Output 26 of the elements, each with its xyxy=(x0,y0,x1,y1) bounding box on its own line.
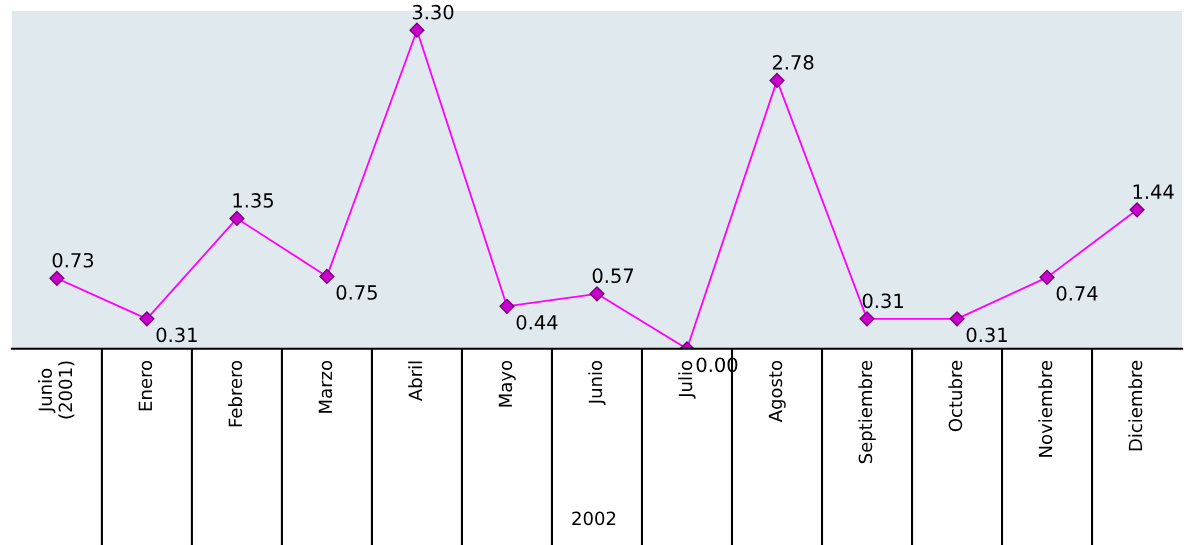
data-label: 0.57 xyxy=(592,268,634,284)
data-label: 2.78 xyxy=(772,54,814,70)
text: 2002 xyxy=(572,511,616,526)
x-tick-label: Febrero xyxy=(228,360,243,427)
data-label: 0.75 xyxy=(336,285,377,300)
x-tick-label: Julio xyxy=(678,360,696,399)
x-tick-label: Diciembre xyxy=(1128,360,1143,451)
data-label: 1.44 xyxy=(1133,184,1174,199)
data-label: 0.31 xyxy=(862,293,903,309)
data-label: 3.30 xyxy=(412,4,454,20)
x-tick-label: Junio (2001) xyxy=(38,361,75,419)
data-label: 0.31 xyxy=(156,327,197,343)
data-label: 0.74 xyxy=(1056,286,1098,301)
x-tick-label: Mayo xyxy=(498,360,516,407)
x-tick-label: Septiembre xyxy=(858,360,876,464)
x-tick-label: Noviembre xyxy=(1038,360,1053,457)
data-label: 0.73 xyxy=(52,252,94,268)
data-label: 1.35 xyxy=(233,193,273,208)
data-label: 0.44 xyxy=(516,315,558,330)
data-label: 0.31 xyxy=(966,327,1007,343)
x-tick-label: Abril xyxy=(408,361,423,402)
x-tick-label: Agosto xyxy=(768,360,786,423)
x-tick-label: Junio xyxy=(588,360,606,406)
x-tick-label: Marzo xyxy=(318,360,333,413)
x-tick-label: Enero xyxy=(138,360,153,411)
x-tick-label: Octubre xyxy=(948,360,963,432)
